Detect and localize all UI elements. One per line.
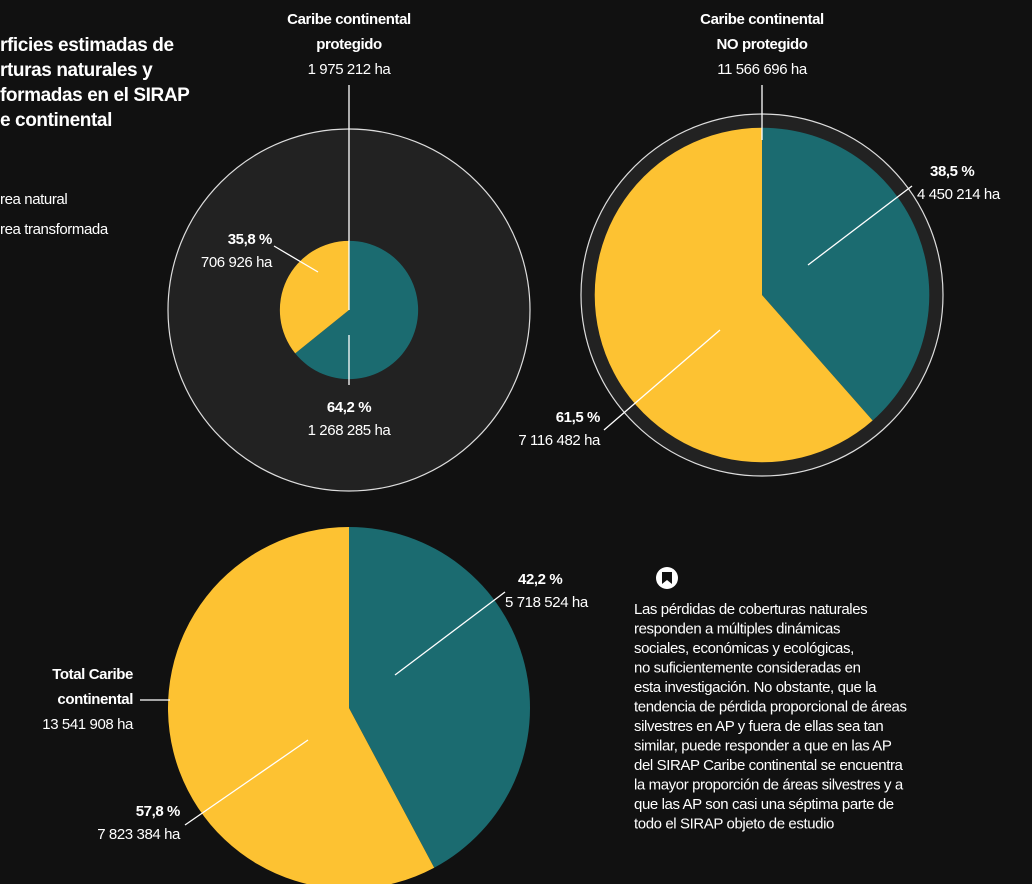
pie-title: Caribe continental	[700, 11, 824, 28]
note-line: sociales, económicas y ecológicas,	[634, 640, 854, 657]
value-label: 42,2 %	[518, 571, 562, 588]
note-line: la mayor proporción de áreas silvestres …	[634, 776, 904, 793]
note-line: similar, puede responder a que en las AP	[634, 737, 892, 754]
value-label: 64,2 %	[327, 399, 371, 416]
pie-title: Total Caribe	[52, 666, 133, 683]
value-label: 61,5 %	[556, 409, 600, 426]
pie-slice	[295, 240, 419, 380]
area-label: 7 823 384 ha	[97, 826, 181, 843]
value-label: 35,8 %	[228, 231, 272, 248]
title-line: rficies estimadas de	[0, 35, 174, 56]
note-line: silvestres en AP y fuera de ellas sea ta…	[634, 718, 883, 735]
pie-total: 11 566 696 ha	[717, 61, 808, 78]
area-label: 5 718 524 ha	[505, 594, 589, 611]
pie-total: 1 975 212 ha	[308, 61, 392, 78]
label-leader	[603, 329, 721, 431]
label-leader	[184, 739, 309, 826]
value-label: 38,5 %	[930, 163, 974, 180]
label-leader	[807, 185, 913, 266]
note-line: tendencia de pérdida proporcional de áre…	[634, 698, 907, 715]
area-label: 7 116 482 ha	[518, 432, 601, 449]
note-line: que las AP son casi una séptima parte de	[634, 796, 894, 813]
pie-title: continental	[57, 691, 133, 708]
pie-title: Caribe continental	[287, 11, 411, 28]
pie-slice	[349, 527, 530, 868]
area-label: 1 268 285 ha	[308, 422, 392, 439]
legend-label: rea natural	[0, 191, 67, 208]
title-line: rturas naturales y	[0, 60, 153, 81]
note-line: todo el SIRAP objeto de estudio	[634, 815, 834, 832]
bookmark-icon	[662, 572, 672, 584]
pie-total: 13 541 908 ha	[42, 716, 134, 733]
value-label: 57,8 %	[136, 803, 180, 820]
note-line: responden a múltiples dinámicas	[634, 620, 840, 637]
pie-slice	[762, 127, 930, 421]
title-line: formadas en el SIRAP	[0, 85, 190, 106]
pie-title: protegido	[316, 36, 382, 53]
note-line: no suficientemente consideradas en	[634, 659, 861, 676]
pie-slice	[168, 527, 435, 884]
label-leader	[273, 245, 319, 273]
area-label: 4 450 214 ha	[917, 186, 1001, 203]
note-line: esta investigación. No obstante, que la	[634, 679, 877, 696]
pie-title: NO protegido	[716, 36, 807, 53]
legend-label: rea transformada	[0, 221, 109, 238]
title-line: e continental	[0, 110, 112, 131]
note-line: del SIRAP Caribe continental se encuentr…	[634, 757, 904, 774]
area-label: 706 926 ha	[201, 254, 273, 271]
label-leader	[394, 591, 506, 676]
pie-slice	[279, 240, 349, 354]
note-line: Las pérdidas de coberturas naturales	[634, 601, 867, 618]
